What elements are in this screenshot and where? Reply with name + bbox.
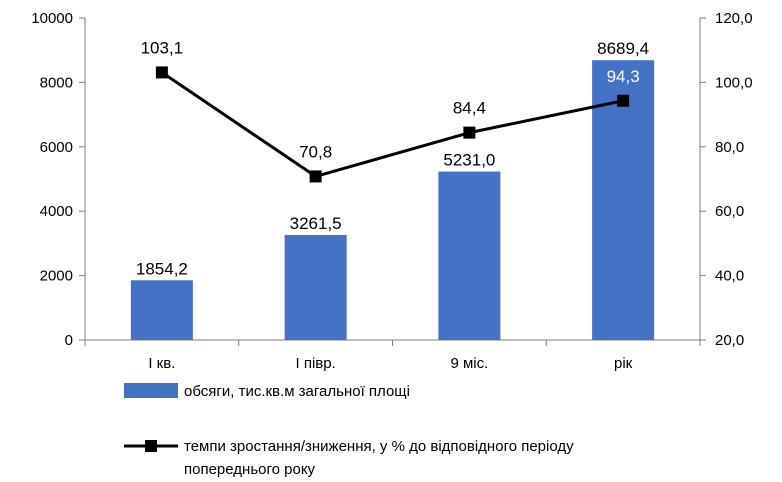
left-tick-label: 6000 xyxy=(40,139,73,156)
x-category-label: рік xyxy=(614,355,633,372)
right-tick-label: 40,0 xyxy=(715,268,744,285)
x-category-label: І кв. xyxy=(148,355,175,372)
right-tick-label: 20,0 xyxy=(715,332,744,349)
line-value-label: 70,8 xyxy=(299,142,332,161)
bar xyxy=(130,280,193,340)
line-path xyxy=(161,71,624,178)
line-value-label: 94,3 xyxy=(607,67,640,86)
bar xyxy=(592,60,655,340)
line-value-label: 84,4 xyxy=(453,99,486,118)
bar-value-label: 8689,4 xyxy=(597,39,649,58)
right-tick-label: 80,0 xyxy=(715,139,744,156)
legend-line-label: темпи зростання/зниження, у % до відпові… xyxy=(184,438,574,455)
bar-value-label: 5231,0 xyxy=(443,151,495,170)
line-series xyxy=(155,66,630,183)
line-marker xyxy=(617,94,630,107)
line-marker xyxy=(309,170,322,183)
left-tick-label: 8000 xyxy=(40,74,73,91)
line-value-label: 103,1 xyxy=(141,38,184,57)
right-tick-label: 60,0 xyxy=(715,203,744,220)
line-marker xyxy=(463,126,476,139)
legend: обсяги, тис.кв.м загальної площі темпи зр… xyxy=(124,383,574,478)
x-category-label: 9 міс. xyxy=(450,355,488,372)
left-tick-label: 0 xyxy=(65,332,73,349)
bar-value-label: 1854,2 xyxy=(136,259,188,278)
bar xyxy=(438,171,501,340)
left-tick-label: 2000 xyxy=(40,268,73,285)
x-category-label: І півр. xyxy=(295,355,335,372)
right-tick-label: 120,0 xyxy=(715,10,753,27)
bar-series xyxy=(130,60,655,340)
right-tick-label: 100,0 xyxy=(715,74,753,91)
left-tick-label: 4000 xyxy=(40,203,73,220)
chart-axes: 0 2000 4000 6000 8000 10000 20,0 40,0 60,0 80,0 10… xyxy=(31,10,752,372)
legend-line-label: попереднього року xyxy=(184,461,316,478)
left-tick-label: 10000 xyxy=(31,10,73,27)
bar-value-label: 3261,5 xyxy=(290,214,342,233)
legend-bar-label: обсяги, тис.кв.м загальної площі xyxy=(184,383,410,400)
legend-line-marker xyxy=(145,440,157,452)
legend-bar-swatch xyxy=(124,383,178,398)
bar xyxy=(284,234,347,340)
line-marker xyxy=(155,66,168,79)
data-labels: 1854,2 3261,5 5231,0 8689,4 103,1 70,8 84,4 94,… xyxy=(136,38,649,278)
